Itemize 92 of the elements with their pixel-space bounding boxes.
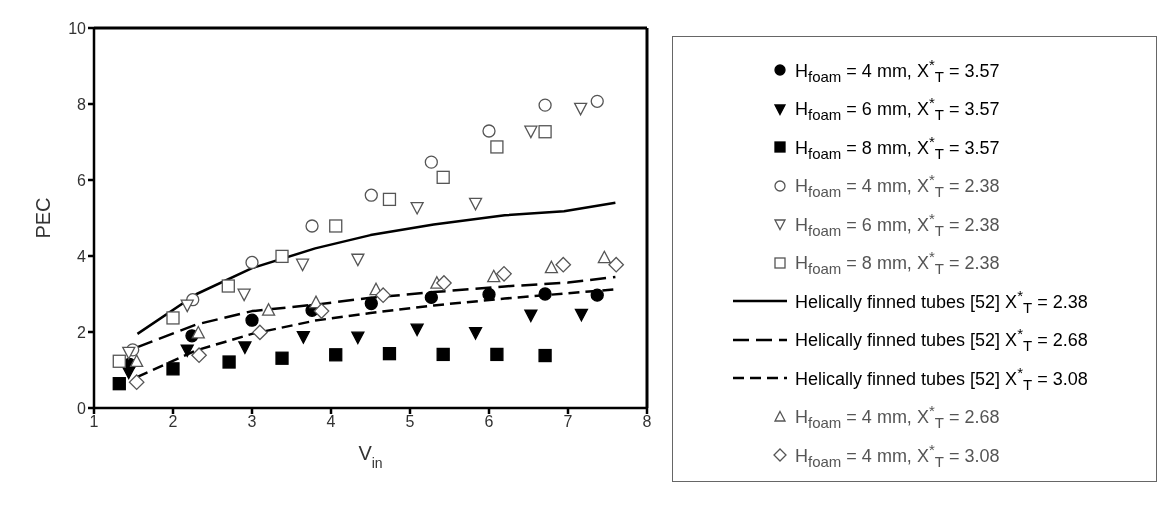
- point: [122, 366, 136, 380]
- point: [487, 269, 501, 283]
- point: [305, 219, 319, 233]
- point: [245, 255, 259, 270]
- point: [574, 308, 589, 322]
- point: [573, 102, 588, 116]
- point: [130, 354, 144, 368]
- x-tick-label: 4: [326, 413, 336, 431]
- point: [538, 348, 552, 363]
- point: [468, 197, 483, 211]
- y-axis-title: PEC: [32, 197, 54, 239]
- point: [112, 377, 126, 391]
- point: [122, 346, 136, 360]
- legend-label: H$_{foam}$ = 6 mm, X$^{*}$$_{T}$ = 3.57: [795, 94, 1000, 124]
- point: [351, 253, 365, 267]
- legend-label: H$_{foam}$ = 4 mm, X$^{*}$$_{T}$ = 2.38: [795, 171, 1000, 201]
- x-tick-label: 6: [484, 413, 494, 431]
- point: [490, 347, 504, 362]
- point: [221, 279, 235, 293]
- point: [364, 188, 378, 202]
- x-tick-label: 3: [247, 413, 257, 431]
- point: [275, 351, 289, 365]
- point: [496, 266, 512, 282]
- point: [524, 309, 538, 323]
- point: [329, 219, 343, 233]
- point: [608, 256, 625, 273]
- legend-label: Helically finned tubes [52] X$^{*}$$_{T}$ = 2.68: [795, 325, 1088, 355]
- point: [245, 313, 259, 327]
- x-tick-label: 1: [89, 413, 99, 431]
- legend-label: H$_{foam}$ = 8 mm, X$^{*}$$_{T}$ = 2.38: [795, 248, 1000, 278]
- point: [166, 311, 180, 325]
- line-series: [136, 201, 617, 336]
- point: [555, 256, 572, 273]
- point: [410, 201, 424, 215]
- point: [424, 290, 438, 305]
- point: [410, 323, 424, 337]
- point: [382, 192, 397, 207]
- x-axis-title: V$_{in}$: [358, 442, 383, 471]
- point: [538, 98, 552, 112]
- point: [424, 155, 438, 169]
- point: [436, 275, 452, 291]
- point: [329, 348, 343, 362]
- x-tick-label: 2: [168, 413, 178, 431]
- point: [375, 287, 391, 303]
- point: [468, 326, 483, 340]
- point: [238, 341, 252, 355]
- point: [436, 170, 450, 184]
- point: [252, 324, 268, 341]
- point: [296, 331, 310, 344]
- point: [382, 347, 397, 361]
- legend-label: H$_{foam}$ = 4 mm, X$^{*}$$_{T}$ = 3.08: [795, 440, 1000, 470]
- y-tick-label: 8: [77, 95, 87, 113]
- legend-label: H$_{foam}$ = 6 mm, X$^{*}$$_{T}$ = 2.38: [795, 209, 1000, 239]
- point: [482, 124, 496, 138]
- y-tick-label: 6: [77, 171, 87, 189]
- point: [597, 250, 611, 264]
- point: [180, 344, 194, 358]
- point: [295, 258, 310, 272]
- point: [590, 288, 604, 302]
- point: [538, 287, 552, 301]
- point: [482, 287, 496, 302]
- y-tick-label: 10: [68, 19, 87, 37]
- legend-label: H$_{foam}$ = 4 mm, X$^{*}$$_{T}$ = 2.68: [795, 402, 1000, 432]
- point: [351, 331, 365, 345]
- point: [166, 362, 180, 376]
- point: [538, 125, 552, 139]
- x-tick-label: 5: [405, 413, 415, 431]
- point: [313, 303, 330, 319]
- point: [180, 299, 194, 313]
- point: [436, 347, 450, 362]
- point: [590, 94, 604, 108]
- point: [128, 374, 145, 391]
- point: [222, 355, 236, 369]
- point: [544, 260, 559, 274]
- y-tick-label: 0: [77, 399, 87, 417]
- legend-label: Helically finned tubes [52] X$^{*}$$_{T}$ = 2.38: [795, 286, 1088, 316]
- point: [261, 303, 276, 316]
- legend-label: Helically finned tubes [52] X$^{*}$$_{T}$ = 3.08: [795, 363, 1088, 393]
- point: [191, 347, 207, 364]
- point: [364, 296, 378, 311]
- legend-label: H$_{foam}$ = 8 mm, X$^{*}$$_{T}$ = 3.57: [795, 132, 1000, 162]
- point: [524, 125, 538, 139]
- x-tick-label: 7: [563, 413, 573, 431]
- point: [191, 325, 205, 339]
- point: [112, 354, 126, 368]
- legend-label: H$_{foam}$ = 4 mm, X$^{*}$$_{T}$ = 3.57: [795, 55, 1000, 85]
- y-tick-label: 2: [77, 323, 87, 341]
- x-tick-label: 8: [642, 413, 652, 431]
- point: [490, 140, 504, 154]
- y-tick-label: 4: [77, 247, 87, 265]
- point: [275, 249, 289, 264]
- point: [237, 288, 251, 302]
